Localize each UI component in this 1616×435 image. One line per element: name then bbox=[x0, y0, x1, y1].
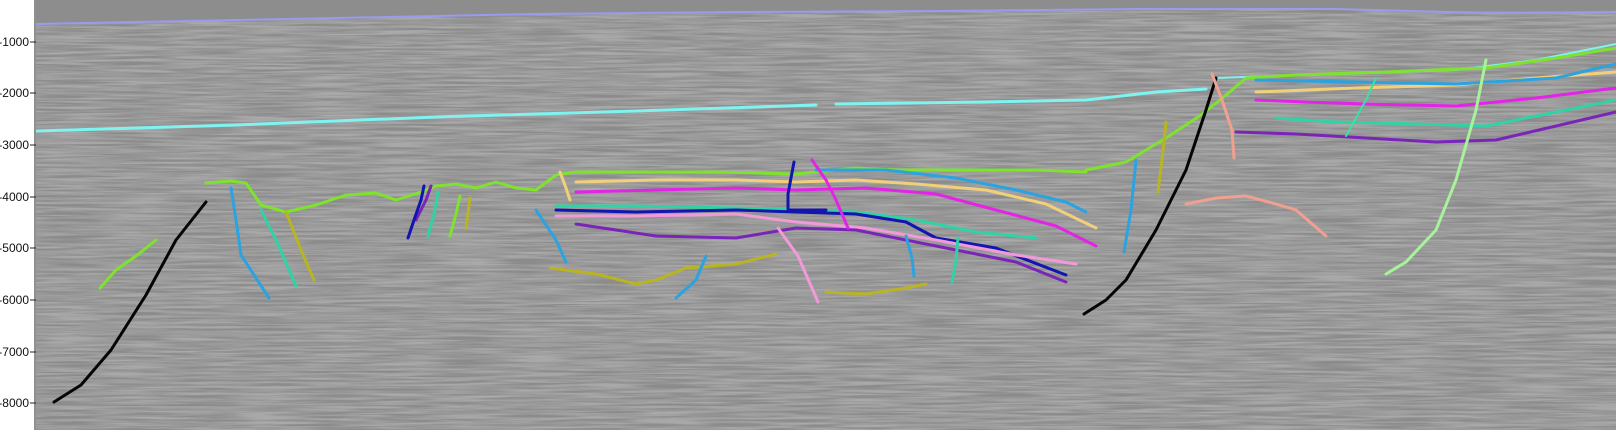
horizon-line[interactable] bbox=[1122, 158, 1138, 254]
horizon-line[interactable] bbox=[950, 236, 960, 284]
horizon-line[interactable] bbox=[574, 222, 1068, 284]
horizon-line[interactable] bbox=[1156, 120, 1168, 194]
axis-tick-label: -4000 bbox=[0, 190, 29, 204]
horizon-line[interactable] bbox=[414, 184, 433, 222]
interpretation-layer bbox=[34, 8, 1616, 404]
depth-axis: -1000 -2000 -3000 -4000 -5000 -6000 -7000 -8000 bbox=[0, 0, 36, 430]
axis-tick-label: -7000 bbox=[0, 345, 29, 359]
depth-axis-svg: -1000 -2000 -3000 -4000 -5000 -6000 -7000 -8000 bbox=[0, 0, 36, 430]
axis-tick-label: -8000 bbox=[0, 396, 29, 410]
horizon-line[interactable] bbox=[1234, 110, 1616, 144]
horizon-line[interactable] bbox=[406, 184, 426, 240]
horizon-line[interactable] bbox=[284, 210, 316, 282]
axis-tick-label: -3000 bbox=[0, 138, 29, 152]
horizon-line[interactable] bbox=[34, 103, 818, 133]
horizon-line[interactable] bbox=[834, 87, 1208, 106]
horizon-line[interactable] bbox=[574, 178, 1098, 230]
axis-tick-label: -1000 bbox=[0, 35, 29, 49]
seafloor-horizon[interactable] bbox=[35, 8, 1616, 25]
fault-line[interactable] bbox=[52, 200, 208, 404]
horizon-line[interactable] bbox=[786, 160, 828, 212]
horizon-line[interactable] bbox=[810, 158, 850, 230]
fault-line[interactable] bbox=[1082, 76, 1218, 316]
axis-tick-label: -2000 bbox=[0, 86, 29, 100]
horizon-line[interactable] bbox=[1254, 86, 1616, 108]
horizon-line[interactable] bbox=[1084, 46, 1616, 172]
horizon-line[interactable] bbox=[824, 282, 928, 296]
horizon-line[interactable] bbox=[1184, 194, 1328, 238]
horizon-line[interactable] bbox=[1274, 98, 1616, 128]
horizon-line[interactable] bbox=[548, 252, 778, 286]
axis-tick-label: -6000 bbox=[0, 293, 29, 307]
horizon-line[interactable] bbox=[814, 168, 1088, 214]
axis-tick-label: -5000 bbox=[0, 241, 29, 255]
horizon-line[interactable] bbox=[1210, 72, 1236, 160]
horizon-line[interactable] bbox=[98, 238, 158, 290]
horizon-line[interactable] bbox=[554, 208, 1068, 277]
horizon-line[interactable] bbox=[558, 170, 572, 202]
seismic-section-icon bbox=[34, 0, 1616, 430]
fault-line[interactable] bbox=[1345, 77, 1377, 137]
horizon-line[interactable] bbox=[554, 212, 1078, 266]
horizon-line[interactable] bbox=[426, 190, 440, 238]
horizon-line[interactable] bbox=[259, 208, 298, 288]
horizon-line[interactable] bbox=[448, 194, 462, 238]
horizon-line[interactable] bbox=[574, 186, 1098, 248]
horizon-line[interactable] bbox=[534, 208, 568, 264]
seismic-texture bbox=[36, 0, 1616, 430]
horizon-line[interactable] bbox=[674, 254, 708, 300]
horizon-line[interactable] bbox=[464, 196, 472, 230]
horizon-line[interactable] bbox=[776, 226, 820, 304]
horizon-line[interactable] bbox=[904, 234, 916, 278]
horizon-line[interactable] bbox=[229, 186, 271, 300]
horizon-line[interactable] bbox=[1254, 62, 1616, 86]
seismic-section-panel[interactable] bbox=[34, 0, 1616, 430]
fault-line[interactable] bbox=[1384, 58, 1488, 276]
